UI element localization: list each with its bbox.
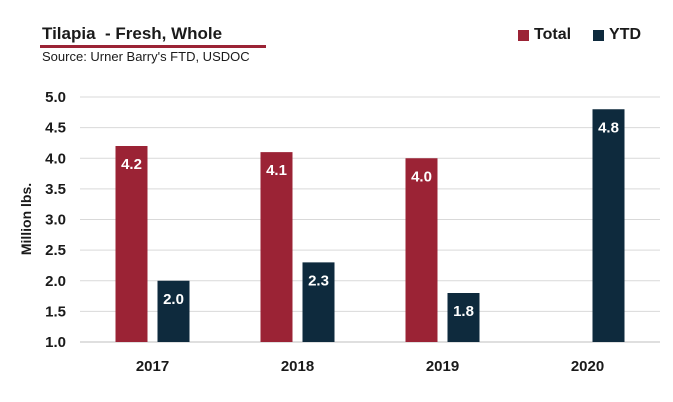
y-tick-label: 2.5 <box>45 242 66 259</box>
y-tick-label: 4.5 <box>45 120 66 137</box>
bar-total-2018 <box>260 152 293 342</box>
x-tick-label: 2017 <box>136 358 169 375</box>
title-underline <box>40 45 266 48</box>
x-tick-label: 2018 <box>281 358 314 375</box>
bar-ytd-2019 <box>447 293 480 342</box>
x-tick-label: 2020 <box>571 358 604 375</box>
legend-item-total: Total <box>518 26 571 44</box>
legend-swatch-ytd <box>593 29 605 41</box>
data-label-ytd-2020: 4.8 <box>598 119 619 136</box>
y-tick-label: 5.0 <box>45 89 66 106</box>
y-tick-label: 3.0 <box>45 212 66 229</box>
y-tick-label: 4.0 <box>45 150 66 167</box>
legend: Total YTD <box>518 26 641 44</box>
legend-label-ytd: YTD <box>609 26 642 43</box>
y-axis-label: Million lbs. <box>18 183 34 255</box>
data-label-total-2017: 4.2 <box>121 156 142 173</box>
bar-total-2017 <box>115 146 148 342</box>
legend-item-ytd: YTD <box>593 26 641 44</box>
x-tick-label: 2019 <box>426 358 459 375</box>
data-label-ytd-2018: 2.3 <box>308 272 329 289</box>
chart-title: Tilapia - Fresh, Whole <box>42 24 223 43</box>
chart-subtitle: Source: Urner Barry's FTD, USDOC <box>42 49 250 64</box>
y-tick-label: 1.0 <box>45 334 66 351</box>
data-label-ytd-2019: 1.8 <box>453 303 474 320</box>
bar-ytd-2018 <box>302 262 335 342</box>
bar-ytd-2017 <box>157 280 190 342</box>
data-label-total-2019: 4.0 <box>411 168 432 185</box>
y-tick-label: 3.5 <box>45 181 66 198</box>
bar-total-2019 <box>405 158 438 342</box>
legend-label-total: Total <box>534 26 572 43</box>
bar-ytd-2020 <box>592 109 625 342</box>
y-tick-label: 2.0 <box>45 273 66 290</box>
y-tick-label: 1.5 <box>45 303 66 320</box>
legend-swatch-total <box>518 29 529 41</box>
data-label-ytd-2017: 2.0 <box>163 291 184 308</box>
data-label-total-2018: 4.1 <box>266 162 287 179</box>
